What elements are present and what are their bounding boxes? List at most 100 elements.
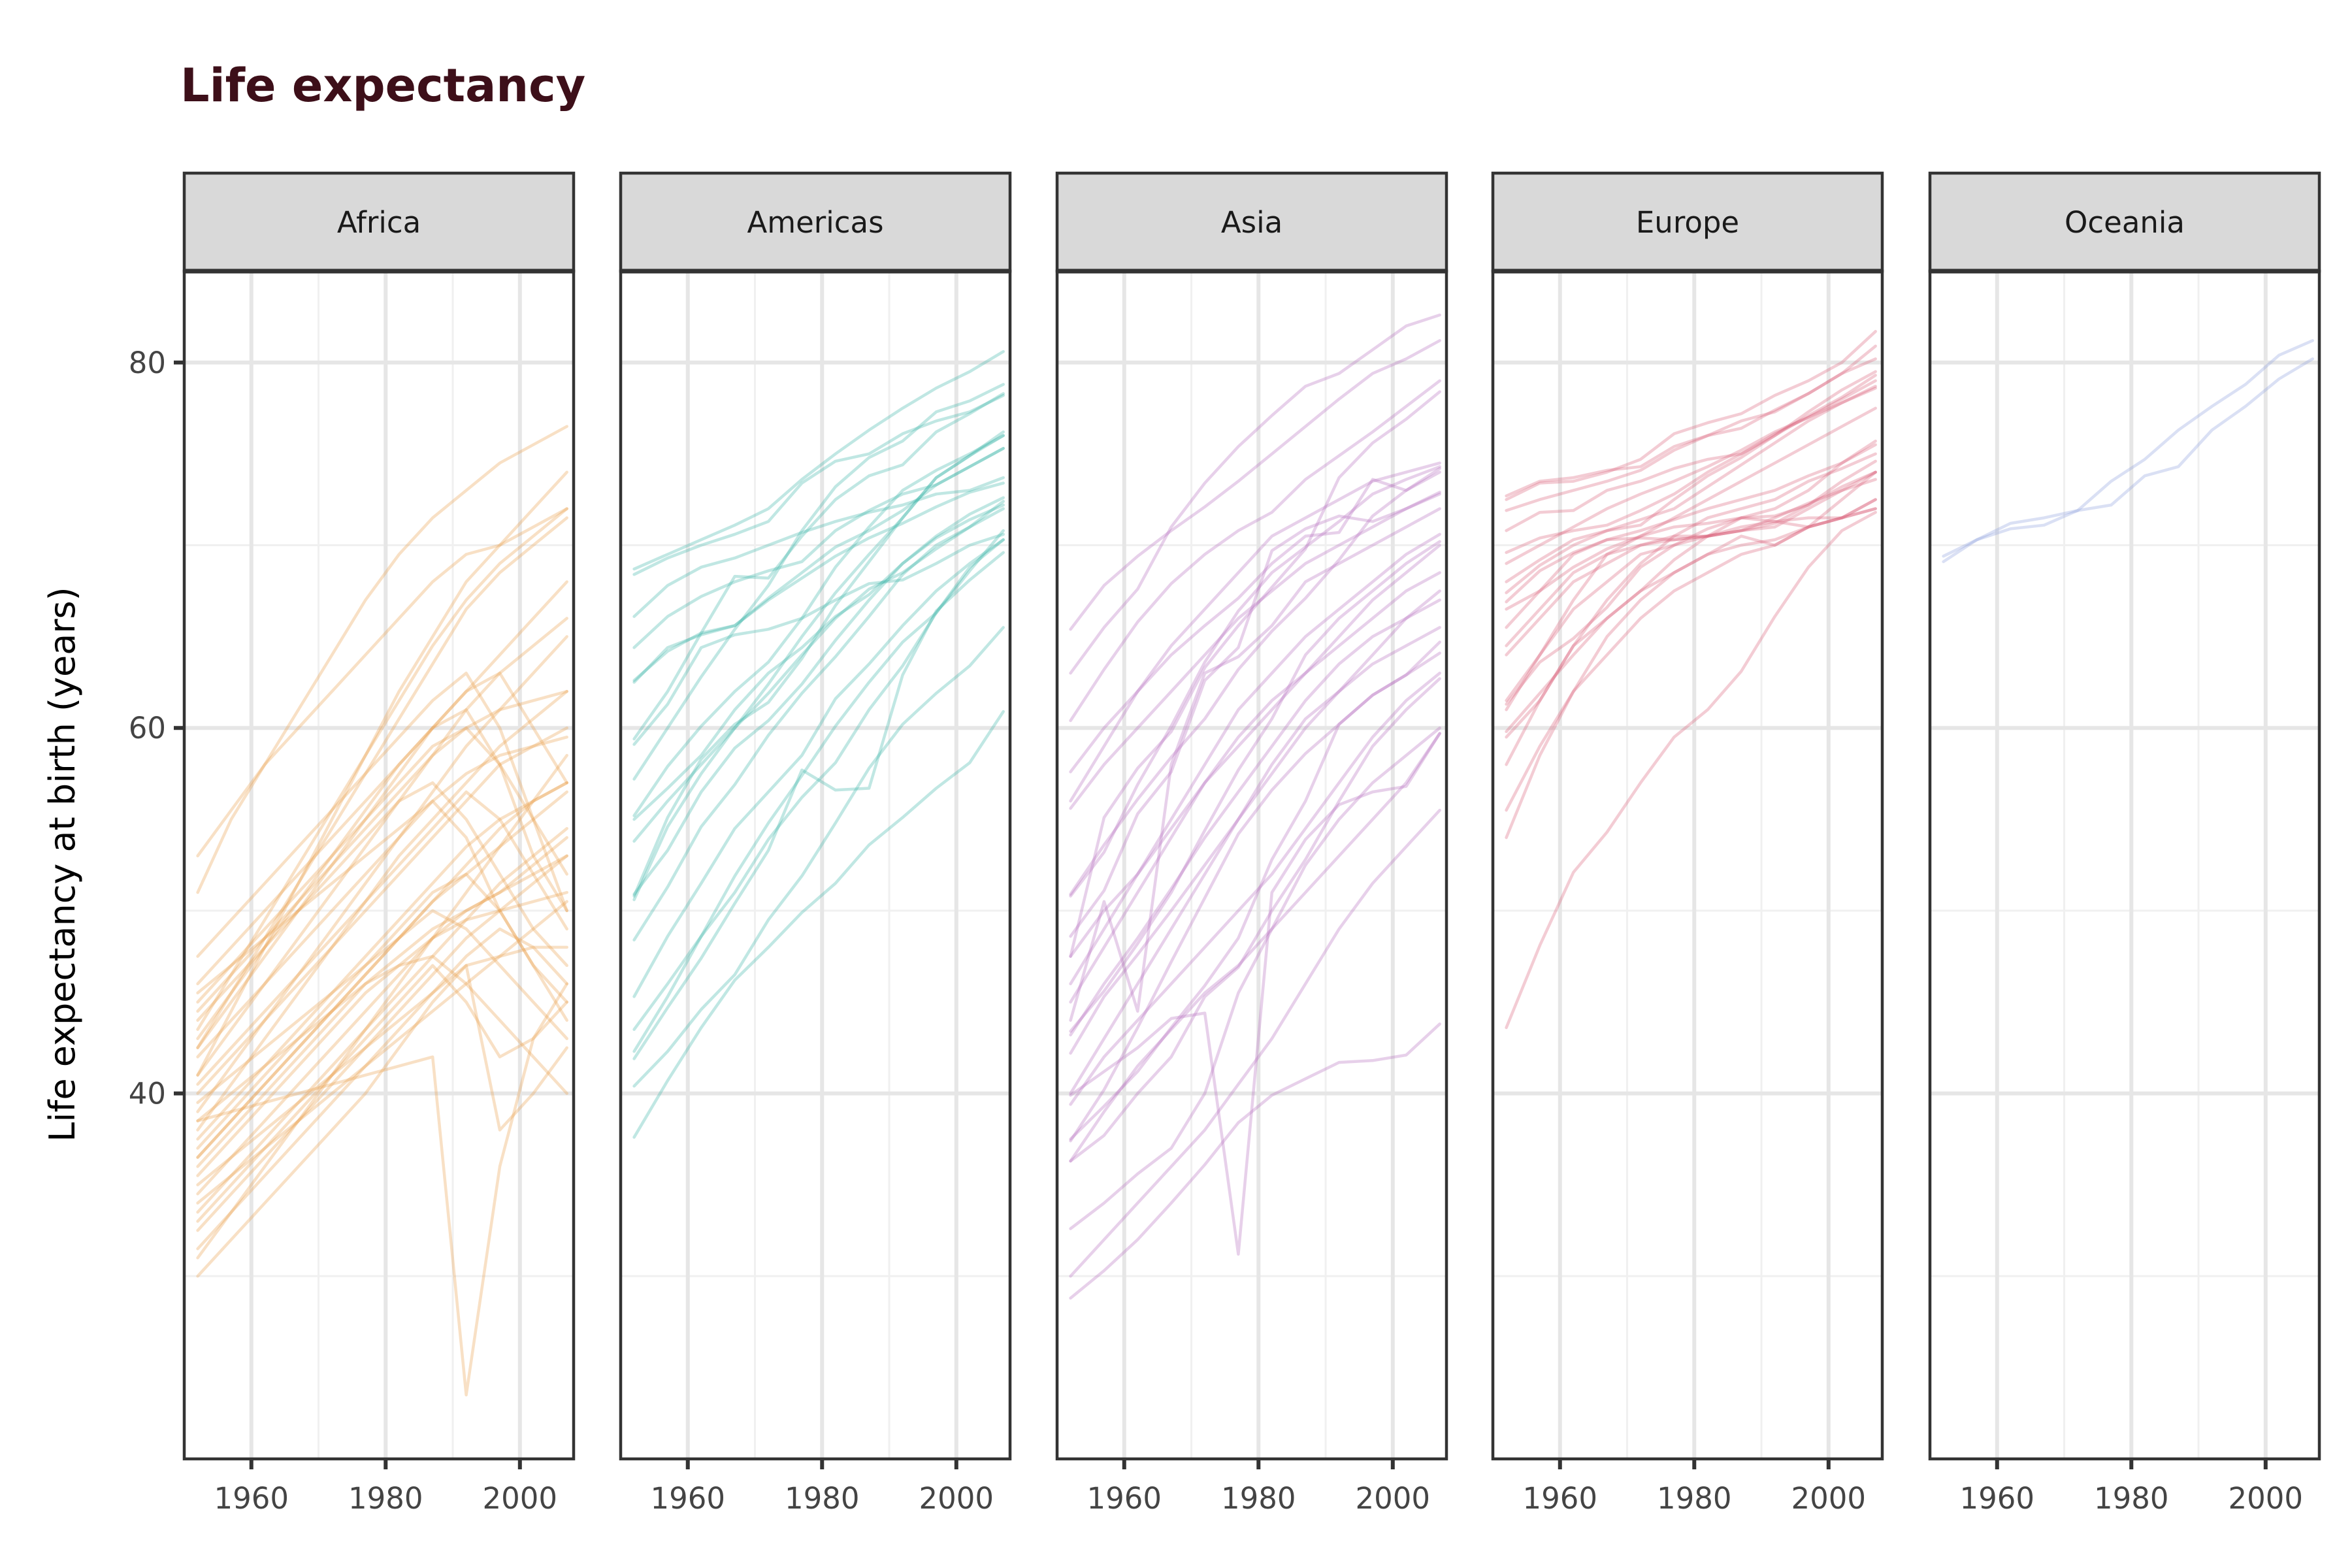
y-axis-title: Life expectancy at birth (years): [42, 587, 83, 1141]
series-line: [632, 626, 1005, 1088]
x-tick-label: 1960: [1086, 1481, 1162, 1516]
series-line: [632, 350, 1005, 571]
series-line: [196, 580, 568, 986]
chart-title: Life expectancy: [180, 59, 585, 112]
y-tick-label: 40: [129, 1077, 166, 1111]
facet-strip: [619, 171, 1012, 273]
series-line: [1505, 330, 1877, 501]
series-line: [196, 672, 568, 958]
facet-strip: [1055, 171, 1448, 273]
facet-panel-americas: Americas 1960 1980 2000: [619, 171, 1012, 1516]
x-tick-label: 1960: [214, 1481, 289, 1516]
series-line: [632, 447, 1005, 684]
series-line: [1505, 470, 1877, 812]
series-line: [1942, 339, 2314, 563]
facet-strip-label-africa: Africa: [337, 205, 421, 240]
series-line: [196, 672, 568, 1049]
series-line: [1069, 640, 1441, 1143]
series-line: [632, 532, 1005, 746]
series-line: [196, 790, 568, 1159]
x-tick-label: 1980: [785, 1481, 860, 1516]
series-line: [1069, 313, 1441, 675]
series-line: [196, 790, 568, 1086]
series-line: [632, 392, 1005, 741]
series-line: [1505, 370, 1877, 583]
series-line: [1069, 589, 1441, 1055]
series-line: [196, 726, 568, 1095]
series-line: [1069, 732, 1441, 1256]
series-line: [1069, 390, 1441, 958]
series-line: [196, 964, 568, 1223]
series-line: [1505, 406, 1877, 611]
panel-background: [1493, 271, 1882, 1459]
series-line: [196, 635, 568, 1113]
x-tick-label: 2000: [919, 1481, 994, 1516]
series-line: [196, 955, 568, 1168]
x-tick-label: 2000: [1356, 1481, 1431, 1516]
series-line: [1069, 626, 1441, 1095]
series-line: [1069, 808, 1441, 1278]
series-line: [196, 781, 568, 1159]
series-line: [632, 430, 1005, 898]
series-line: [196, 854, 568, 1196]
series-line: [196, 507, 568, 858]
facet-panel-africa: Africa 1960 1980 2000 40 60 80: [129, 171, 576, 1516]
y-tick-label: 80: [129, 346, 166, 380]
series-line: [1505, 384, 1877, 595]
series-line: [632, 538, 1005, 998]
series-line: [1505, 357, 1877, 512]
series-line: [196, 781, 568, 1022]
series-line: [196, 964, 568, 1278]
x-tick-label: 1960: [1522, 1481, 1597, 1516]
series-line: [196, 617, 568, 1077]
panel-background: [184, 271, 574, 1459]
series-line: [1069, 379, 1441, 723]
series-line: [1069, 672, 1441, 1106]
facet-panel-asia: Asia 1960 1980 2000: [1055, 171, 1448, 1516]
series-line: [1505, 498, 1877, 711]
series-line: [196, 781, 568, 1141]
series-line: [196, 507, 568, 1031]
x-tick-label: 1980: [348, 1481, 423, 1516]
series-line: [196, 982, 568, 1397]
series-line: [196, 836, 568, 1122]
series-line: [632, 503, 1005, 821]
series-line: [1505, 510, 1877, 1030]
series-group: [1069, 313, 1441, 1300]
facet-panels: Africa 1960 1980 2000 40 60 80 Americas 1960 1980…: [129, 171, 2321, 1516]
series-line: [1069, 507, 1441, 1022]
facet-strip-label-americas: Americas: [747, 205, 883, 240]
facet-strip-label-europe: Europe: [1636, 205, 1739, 240]
series-line: [632, 476, 1005, 618]
series-line: [196, 900, 568, 1205]
series-group: [1942, 339, 2314, 563]
series-line: [1505, 470, 1877, 706]
series-line: [1069, 470, 1441, 896]
series-line: [196, 890, 568, 1177]
series-line: [196, 425, 568, 894]
series-line: [1069, 466, 1441, 774]
facet-panel-europe: Europe 1960 1980 2000: [1491, 171, 1884, 1516]
x-tick-label: 1980: [1657, 1481, 1732, 1516]
x-tick-label: 1980: [1221, 1481, 1296, 1516]
series-line: [632, 538, 1005, 1053]
series-line: [196, 690, 568, 1132]
series-line: [1069, 571, 1441, 958]
x-tick-label: 2000: [2229, 1481, 2304, 1516]
series-line: [632, 482, 1005, 682]
panel-background: [1057, 271, 1446, 1459]
series-line: [196, 726, 568, 1004]
series-group: [196, 425, 568, 1397]
x-tick-label: 2000: [1791, 1481, 1867, 1516]
facet-strip: [182, 171, 576, 273]
series-group: [1505, 330, 1877, 1030]
y-tick-label: 60: [129, 711, 166, 745]
series-line: [1069, 726, 1441, 1230]
series-line: [632, 500, 1005, 843]
series-line: [1069, 491, 1441, 810]
series-line: [196, 927, 568, 1250]
series-line: [1069, 492, 1441, 938]
series-line: [1505, 452, 1877, 739]
x-tick-label: 1960: [1959, 1481, 2034, 1516]
